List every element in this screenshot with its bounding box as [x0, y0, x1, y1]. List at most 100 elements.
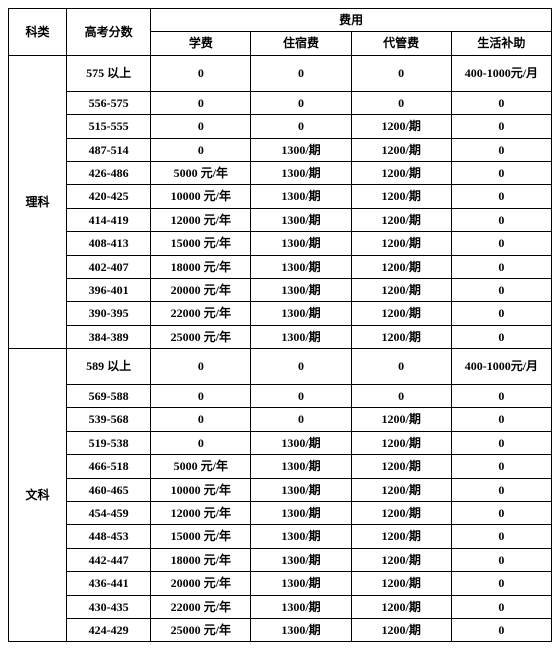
tuition-cell: 15000 元/年 [151, 232, 251, 255]
table-row: 420-42510000 元/年1300/期1200/期0 [9, 185, 552, 208]
tuition-cell: 0 [151, 385, 251, 408]
agency-cell: 1200/期 [351, 325, 451, 348]
living-cell: 0 [451, 208, 551, 231]
living-cell: 0 [451, 91, 551, 114]
living-cell: 0 [451, 325, 551, 348]
header-tuition: 学费 [151, 32, 251, 55]
score-cell: 466-518 [67, 455, 151, 478]
table-row: 487-51401300/期1200/期0 [9, 138, 552, 161]
agency-cell: 1200/期 [351, 115, 451, 138]
living-cell: 0 [451, 572, 551, 595]
table-row: 390-39522000 元/年1300/期1200/期0 [9, 302, 552, 325]
living-cell: 0 [451, 618, 551, 641]
score-cell: 515-555 [67, 115, 151, 138]
accommodation-cell: 1300/期 [251, 618, 351, 641]
table-row: 436-44120000 元/年1300/期1200/期0 [9, 572, 552, 595]
living-cell: 0 [451, 278, 551, 301]
table-row: 515-555001200/期0 [9, 115, 552, 138]
agency-cell: 1200/期 [351, 595, 451, 618]
agency-cell: 0 [351, 385, 451, 408]
score-cell: 448-453 [67, 525, 151, 548]
tuition-cell: 0 [151, 349, 251, 385]
tuition-cell: 20000 元/年 [151, 572, 251, 595]
living-cell: 0 [451, 408, 551, 431]
agency-cell: 0 [351, 55, 451, 91]
tuition-cell: 18000 元/年 [151, 548, 251, 571]
tuition-cell: 0 [151, 55, 251, 91]
accommodation-cell: 1300/期 [251, 572, 351, 595]
living-cell: 400-1000元/月 [451, 349, 551, 385]
living-cell: 0 [451, 302, 551, 325]
tuition-cell: 25000 元/年 [151, 618, 251, 641]
tuition-cell: 10000 元/年 [151, 478, 251, 501]
tuition-cell: 22000 元/年 [151, 595, 251, 618]
accommodation-cell: 1300/期 [251, 138, 351, 161]
tuition-cell: 0 [151, 138, 251, 161]
table-row: 408-41315000 元/年1300/期1200/期0 [9, 232, 552, 255]
agency-cell: 1200/期 [351, 138, 451, 161]
score-cell: 442-447 [67, 548, 151, 571]
header-fee-group: 费用 [151, 9, 552, 32]
table-row: 569-5880000 [9, 385, 552, 408]
accommodation-cell: 0 [251, 385, 351, 408]
tuition-cell: 15000 元/年 [151, 525, 251, 548]
score-cell: 414-419 [67, 208, 151, 231]
score-cell: 460-465 [67, 478, 151, 501]
living-cell: 0 [451, 232, 551, 255]
header-living: 生活补助 [451, 32, 551, 55]
tuition-cell: 0 [151, 431, 251, 454]
tuition-cell: 18000 元/年 [151, 255, 251, 278]
agency-cell: 1200/期 [351, 548, 451, 571]
accommodation-cell: 0 [251, 91, 351, 114]
accommodation-cell: 1300/期 [251, 185, 351, 208]
agency-cell: 1200/期 [351, 618, 451, 641]
living-cell: 0 [451, 161, 551, 184]
category-cell: 文科 [9, 349, 67, 642]
tuition-cell: 0 [151, 115, 251, 138]
score-cell: 569-588 [67, 385, 151, 408]
accommodation-cell: 0 [251, 349, 351, 385]
score-cell: 396-401 [67, 278, 151, 301]
header-agency: 代管费 [351, 32, 451, 55]
score-cell: 436-441 [67, 572, 151, 595]
table-row: 理科575 以上000400-1000元/月 [9, 55, 552, 91]
score-cell: 539-568 [67, 408, 151, 431]
agency-cell: 1200/期 [351, 208, 451, 231]
accommodation-cell: 1300/期 [251, 595, 351, 618]
table-row: 414-41912000 元/年1300/期1200/期0 [9, 208, 552, 231]
accommodation-cell: 1300/期 [251, 431, 351, 454]
accommodation-cell: 0 [251, 115, 351, 138]
living-cell: 0 [451, 431, 551, 454]
agency-cell: 1200/期 [351, 478, 451, 501]
agency-cell: 1200/期 [351, 408, 451, 431]
table-row: 556-5750000 [9, 91, 552, 114]
fee-table: 科类 高考分数 费用 学费 住宿费 代管费 生活补助 理科575 以上00040… [8, 8, 552, 642]
living-cell: 0 [451, 385, 551, 408]
table-row: 430-43522000 元/年1300/期1200/期0 [9, 595, 552, 618]
accommodation-cell: 1300/期 [251, 325, 351, 348]
living-cell: 0 [451, 595, 551, 618]
tuition-cell: 12000 元/年 [151, 502, 251, 525]
table-row: 396-40120000 元/年1300/期1200/期0 [9, 278, 552, 301]
accommodation-cell: 1300/期 [251, 232, 351, 255]
agency-cell: 1200/期 [351, 455, 451, 478]
living-cell: 0 [451, 185, 551, 208]
table-row: 519-53801300/期1200/期0 [9, 431, 552, 454]
score-cell: 420-425 [67, 185, 151, 208]
living-cell: 0 [451, 255, 551, 278]
agency-cell: 1200/期 [351, 502, 451, 525]
tuition-cell: 0 [151, 91, 251, 114]
accommodation-cell: 1300/期 [251, 255, 351, 278]
table-row: 539-568001200/期0 [9, 408, 552, 431]
header-category: 科类 [9, 9, 67, 56]
table-row: 402-40718000 元/年1300/期1200/期0 [9, 255, 552, 278]
table-row: 文科589 以上000400-1000元/月 [9, 349, 552, 385]
tuition-cell: 22000 元/年 [151, 302, 251, 325]
living-cell: 0 [451, 115, 551, 138]
score-cell: 408-413 [67, 232, 151, 255]
tuition-cell: 5000 元/年 [151, 455, 251, 478]
score-cell: 454-459 [67, 502, 151, 525]
accommodation-cell: 1300/期 [251, 161, 351, 184]
table-row: 466-5185000 元/年1300/期1200/期0 [9, 455, 552, 478]
table-header: 科类 高考分数 费用 学费 住宿费 代管费 生活补助 [9, 9, 552, 56]
